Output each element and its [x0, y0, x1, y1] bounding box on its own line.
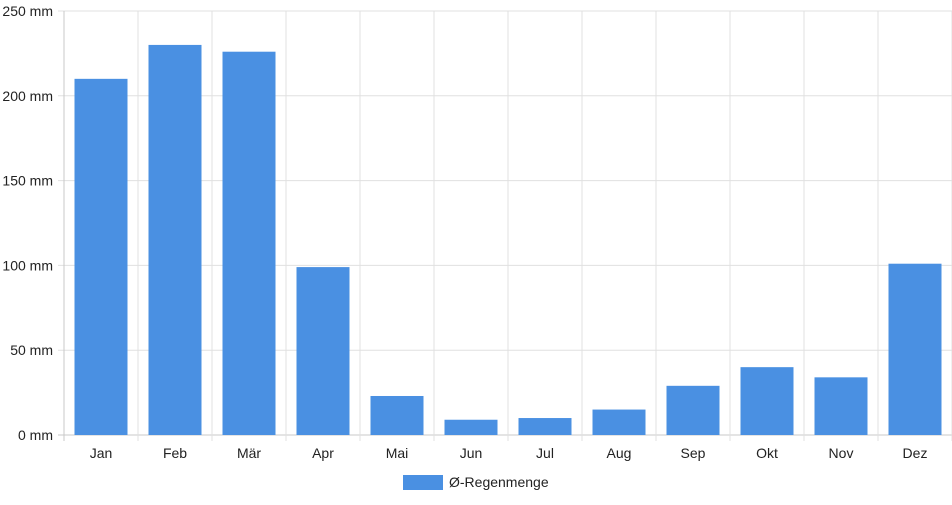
legend-swatch[interactable]: [403, 475, 443, 490]
x-tick-label: Mai: [386, 445, 409, 461]
x-tick-label: Dez: [903, 445, 928, 461]
y-tick-label: 100 mm: [2, 257, 53, 273]
grid: [58, 10, 952, 441]
y-tick-label: 150 mm: [2, 173, 53, 189]
x-tick-label: Mär: [237, 445, 261, 461]
x-tick-label: Jan: [90, 445, 113, 461]
x-tick-label: Sep: [681, 445, 706, 461]
y-tick-label: 250 mm: [2, 3, 53, 19]
bar-okt[interactable]: [740, 367, 794, 435]
bar-aug[interactable]: [592, 409, 646, 435]
bar-mär[interactable]: [222, 51, 276, 435]
x-tick-label: Feb: [163, 445, 187, 461]
legend[interactable]: Ø-Regenmenge: [403, 474, 549, 490]
bar-dez[interactable]: [888, 263, 942, 435]
bar-feb[interactable]: [148, 44, 202, 436]
legend-label[interactable]: Ø-Regenmenge: [449, 474, 549, 490]
bar-jul[interactable]: [518, 418, 572, 435]
bar-sep[interactable]: [666, 385, 720, 435]
y-tick-label: 0 mm: [18, 427, 53, 443]
bar-jan[interactable]: [74, 78, 128, 435]
axes: 0 mm 50 mm 100 mm 150 mm 200 mm 250 mm Jan Feb M…: [2, 3, 927, 461]
bar-jun[interactable]: [444, 419, 498, 435]
bar-apr[interactable]: [296, 267, 350, 435]
y-tick-label: 200 mm: [2, 88, 53, 104]
bar-nov[interactable]: [814, 377, 868, 435]
x-tick-label: Jul: [536, 445, 554, 461]
x-tick-label: Apr: [312, 445, 334, 461]
x-tick-label: Aug: [607, 445, 632, 461]
bar-mai[interactable]: [370, 395, 424, 435]
x-tick-label: Jun: [460, 445, 483, 461]
bars: [74, 44, 942, 436]
x-tick-label: Okt: [756, 445, 778, 461]
x-tick-label: Nov: [829, 445, 854, 461]
y-tick-label: 50 mm: [10, 342, 53, 358]
